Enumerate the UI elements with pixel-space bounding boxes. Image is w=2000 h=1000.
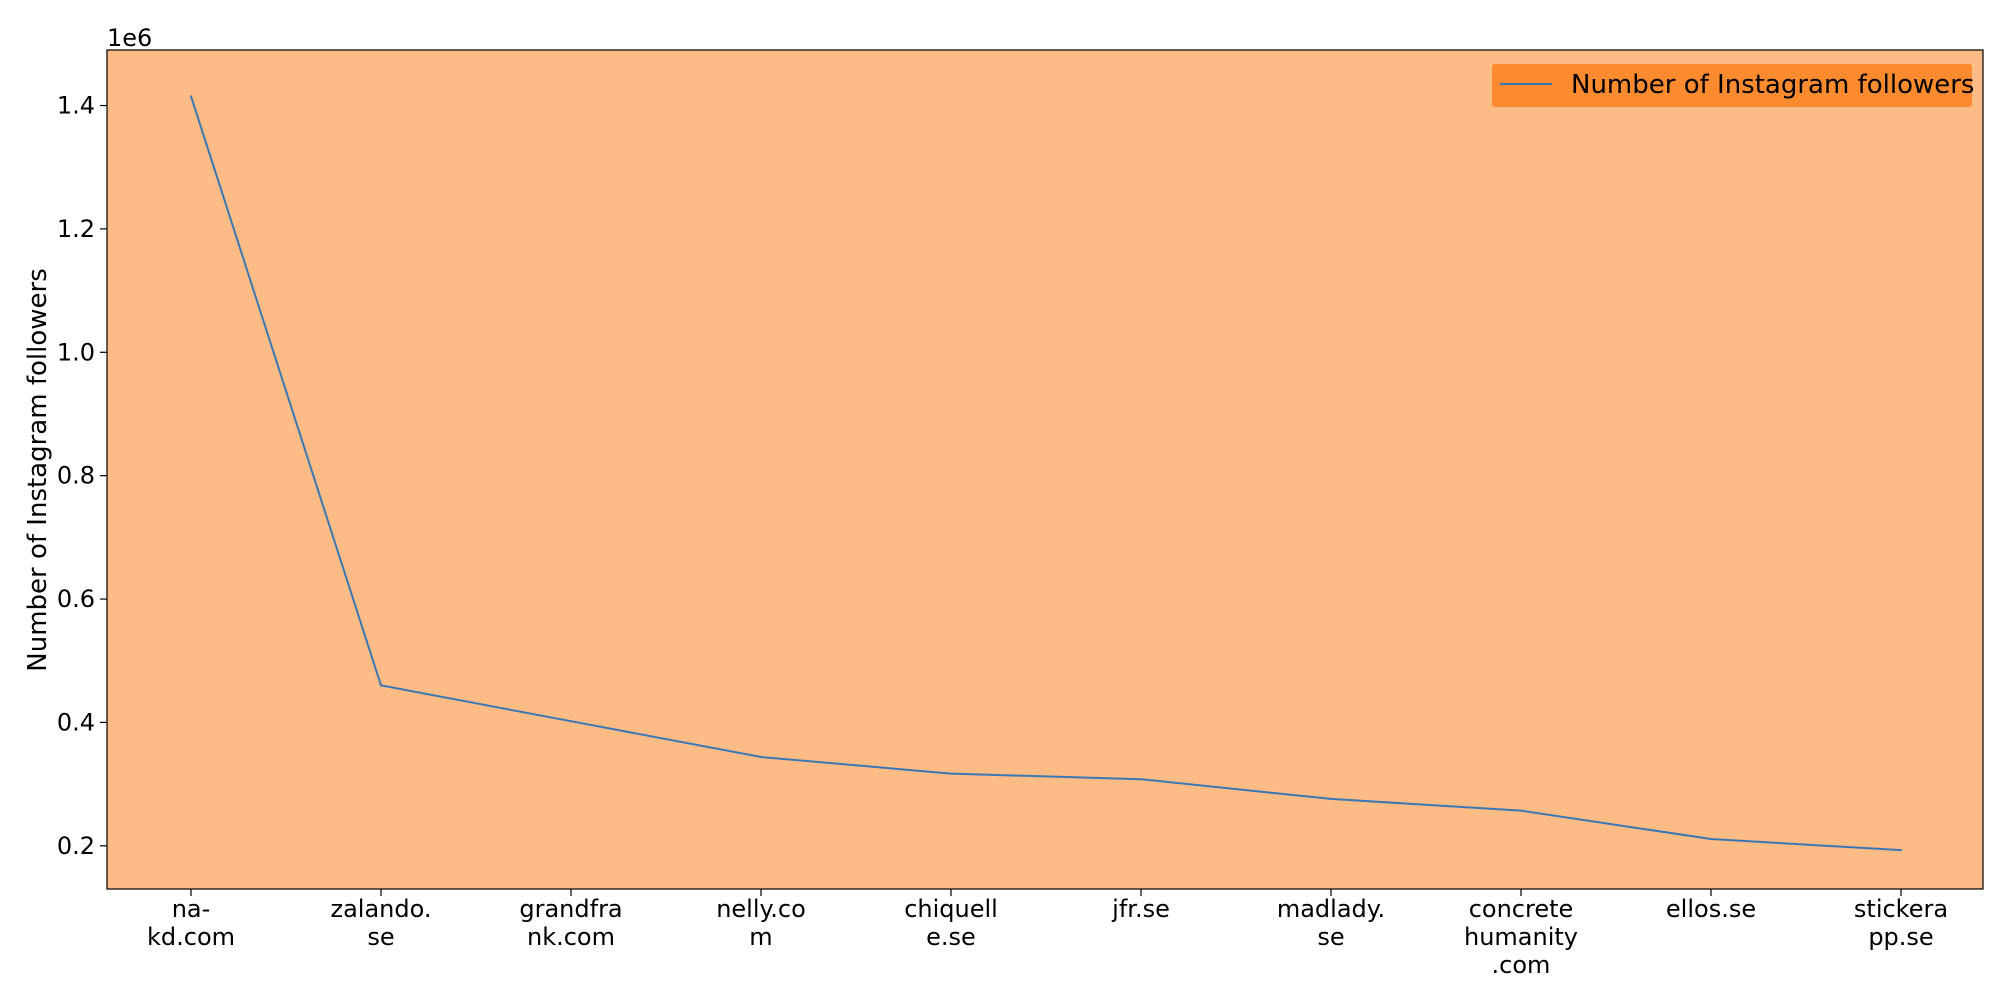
y-tick-label: 1.0 [57, 338, 95, 366]
y-axis-title: Number of Instagram followers [23, 268, 53, 671]
data-point [1710, 838, 1712, 841]
data-point [570, 720, 572, 723]
x-tick-label: grandfra nk.com [519, 895, 622, 951]
legend-box [1492, 64, 1972, 107]
x-tick-label: zalando. se [330, 895, 431, 951]
data-point [380, 684, 382, 687]
legend: Number of Instagram followers [1492, 64, 1974, 107]
legend-label: Number of Instagram followers [1571, 70, 1974, 100]
y-tick-label: 0.4 [57, 708, 95, 736]
x-tick-label: na-kd.com [147, 895, 235, 951]
plot-area [106, 49, 1984, 890]
y-offset-text: 1e6 [107, 24, 152, 52]
x-tick-label: ellos.se [1666, 895, 1756, 923]
x-tick-label: stickera pp.se [1854, 895, 1948, 951]
y-tick-label: 1.4 [57, 92, 95, 120]
series-line [190, 95, 1902, 852]
x-tick-label: nelly.co m [716, 895, 806, 951]
data-point [1520, 809, 1522, 812]
data-point [950, 772, 952, 775]
chart-marks: 0.2 0.4 0.6 0.8 1.0 1.2 1.4 na-kd.com zalando. se… [57, 92, 1948, 979]
data-point [1140, 778, 1142, 781]
data-point [1330, 797, 1332, 800]
y-tick-label: 0.6 [57, 585, 95, 613]
data-point [760, 755, 762, 758]
x-tick-label: madlady. se [1277, 895, 1385, 951]
data-point [1900, 849, 1902, 852]
x-tick-label: concrete humanity .com [1464, 895, 1578, 979]
y-tick-label: 0.8 [57, 462, 95, 490]
x-tick-label: chiquell e.se [904, 895, 998, 951]
x-tick-label: jfr.se [1111, 895, 1170, 923]
data-point [190, 95, 192, 98]
y-tick-label: 1.2 [57, 215, 95, 243]
y-tick-label: 0.2 [57, 832, 95, 860]
